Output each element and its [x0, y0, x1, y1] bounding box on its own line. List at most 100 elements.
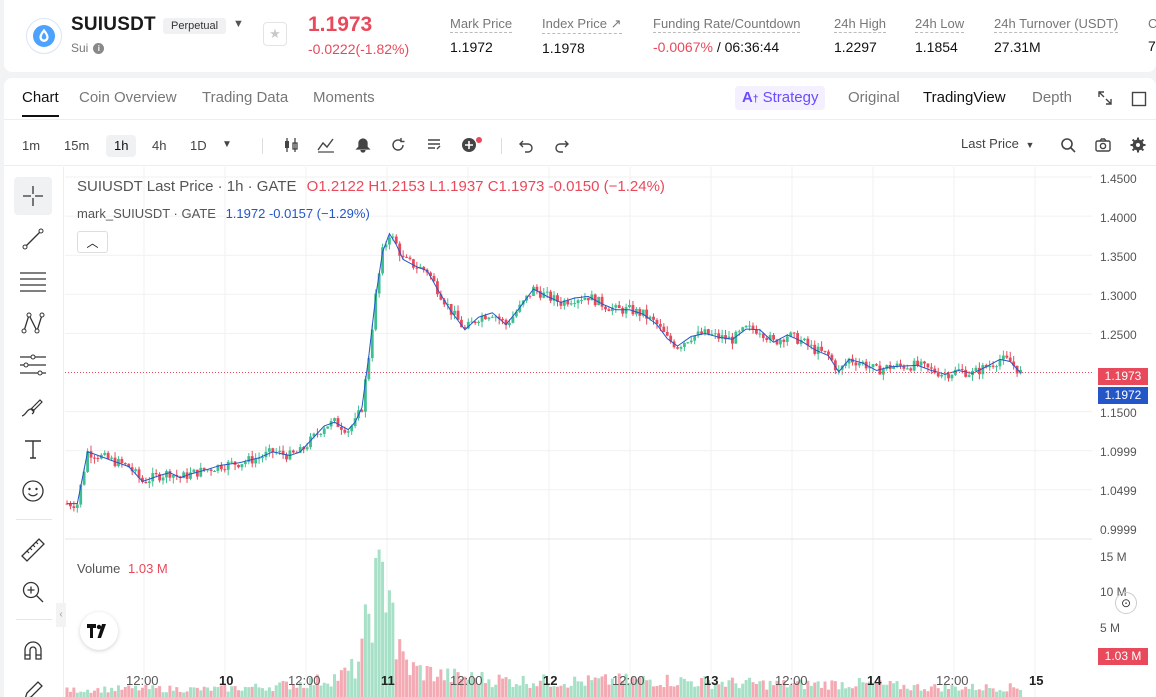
chart-settings-icon[interactable]: ⊙	[1115, 592, 1137, 614]
legend-low: L1.1937	[429, 178, 484, 195]
stat-label[interactable]: Funding Rate/Countdown	[653, 16, 801, 33]
volume-bar	[888, 681, 892, 697]
horizontal-lines-icon[interactable]	[14, 262, 52, 300]
window-mode-icon[interactable]	[1130, 91, 1148, 107]
candle-body	[123, 463, 127, 465]
candle-body	[442, 299, 446, 305]
crosshair-icon[interactable]	[14, 177, 52, 215]
candle-body	[631, 304, 635, 315]
candle-body	[106, 452, 110, 459]
interval-1h[interactable]: 1h	[106, 135, 137, 157]
add-indicator-icon[interactable]	[461, 137, 482, 153]
tab-depth[interactable]: Depth	[1032, 89, 1073, 106]
candle-body	[319, 433, 323, 435]
volume-bar	[192, 687, 196, 697]
brush-icon[interactable]	[14, 388, 52, 426]
tab-trading-data[interactable]: Trading Data	[202, 89, 289, 106]
zoom-in-icon[interactable]	[14, 573, 52, 611]
price-axis[interactable]: 1.4500 1.4000 1.3500 1.3000 1.2500 1.150…	[1092, 167, 1156, 697]
indicators-icon[interactable]	[317, 137, 335, 153]
candle-body	[549, 291, 553, 301]
candle-body	[171, 474, 175, 478]
candle-type-icon[interactable]	[282, 137, 300, 153]
volume-bar	[367, 613, 371, 697]
candle-body	[110, 457, 113, 459]
candle-body	[364, 379, 367, 412]
camera-icon[interactable]	[1094, 137, 1112, 153]
candle-body	[391, 236, 395, 238]
volume-bar	[408, 675, 412, 697]
ruler-icon[interactable]	[14, 531, 52, 569]
price-tick: 0.9999	[1100, 523, 1137, 537]
price-chart[interactable]	[65, 167, 1092, 697]
tab-moments[interactable]: Moments	[313, 89, 375, 106]
info-icon[interactable]: i	[93, 42, 105, 54]
interval-1d[interactable]: 1D	[190, 138, 207, 153]
volume-bar	[754, 683, 758, 697]
alert-icon[interactable]	[354, 137, 372, 153]
price-type-select[interactable]: Last Price ▼	[961, 136, 1034, 151]
pencil-lock-icon[interactable]	[14, 672, 52, 697]
volume-bar	[535, 686, 539, 697]
candle-body	[679, 347, 683, 349]
stat-value: 1.1854	[915, 39, 958, 55]
candle-body	[878, 365, 882, 375]
collapse-sidebar-icon[interactable]: ‹	[56, 603, 66, 627]
candle-body	[501, 319, 505, 321]
magnet-icon[interactable]	[14, 632, 52, 670]
volume-bar	[144, 684, 148, 697]
interval-dropdown-icon[interactable]: ▼	[222, 139, 232, 150]
candle-body	[508, 322, 511, 325]
undo-icon[interactable]	[517, 137, 535, 153]
templates-icon[interactable]	[425, 137, 443, 153]
stat-value: 1.1978	[542, 40, 585, 56]
volume-bar	[617, 673, 621, 697]
candle-body	[933, 368, 937, 373]
volume-bar	[785, 687, 789, 697]
tab-tradingview[interactable]: TradingView	[923, 89, 1006, 106]
tab-chart[interactable]: Chart	[22, 89, 59, 117]
strategy-button[interactable]: A† Strategy	[735, 86, 826, 110]
stat-24h-low: 24h Low 1.1854	[915, 16, 965, 55]
volume-bar	[202, 686, 206, 697]
candle-body	[103, 452, 107, 455]
volume-bar	[99, 692, 103, 697]
collapse-legend-button[interactable]: ︿	[77, 231, 108, 253]
tab-original[interactable]: Original	[848, 89, 900, 106]
candle-body	[974, 367, 978, 371]
interval-1m[interactable]: 1m	[22, 138, 41, 153]
candle-body	[717, 333, 721, 339]
search-icon[interactable]	[1059, 137, 1077, 153]
favorite-star-icon[interactable]: ★	[263, 22, 287, 46]
volume-bar	[507, 679, 511, 697]
volume-bar	[590, 680, 594, 697]
tradingview-logo[interactable]	[80, 612, 118, 650]
volume-bar	[504, 677, 508, 697]
symbol-dropdown-icon[interactable]: ▼	[233, 18, 244, 30]
emoji-icon[interactable]	[14, 472, 52, 510]
volume-bar	[350, 659, 354, 697]
tab-coin-overview[interactable]: Coin Overview	[79, 89, 177, 106]
replay-icon[interactable]	[389, 137, 407, 153]
pattern-tool-icon[interactable]	[14, 304, 52, 342]
interval-4h[interactable]: 4h	[152, 138, 167, 153]
stat-label[interactable]: Index Price ↗	[542, 16, 622, 34]
volume-bar	[411, 662, 415, 697]
volume-bar	[724, 686, 728, 697]
candle-body	[315, 433, 319, 435]
candle-body	[662, 326, 666, 333]
gear-icon[interactable]	[1129, 137, 1147, 153]
interval-15m[interactable]: 15m	[64, 138, 90, 153]
stat-label[interactable]: Mark Price	[450, 16, 513, 33]
trend-line-icon[interactable]	[14, 220, 52, 258]
time-tick: 10	[219, 673, 234, 688]
fibonacci-icon[interactable]	[14, 346, 52, 384]
volume-bar	[919, 690, 923, 697]
symbol-name[interactable]: SUIUSDT	[71, 14, 156, 35]
redo-icon[interactable]	[553, 137, 571, 153]
volume-bar	[730, 677, 734, 697]
volume-bar	[751, 682, 755, 697]
text-tool-icon[interactable]	[14, 430, 52, 468]
candle-body	[782, 339, 786, 342]
fullscreen-icon[interactable]	[1096, 91, 1114, 107]
